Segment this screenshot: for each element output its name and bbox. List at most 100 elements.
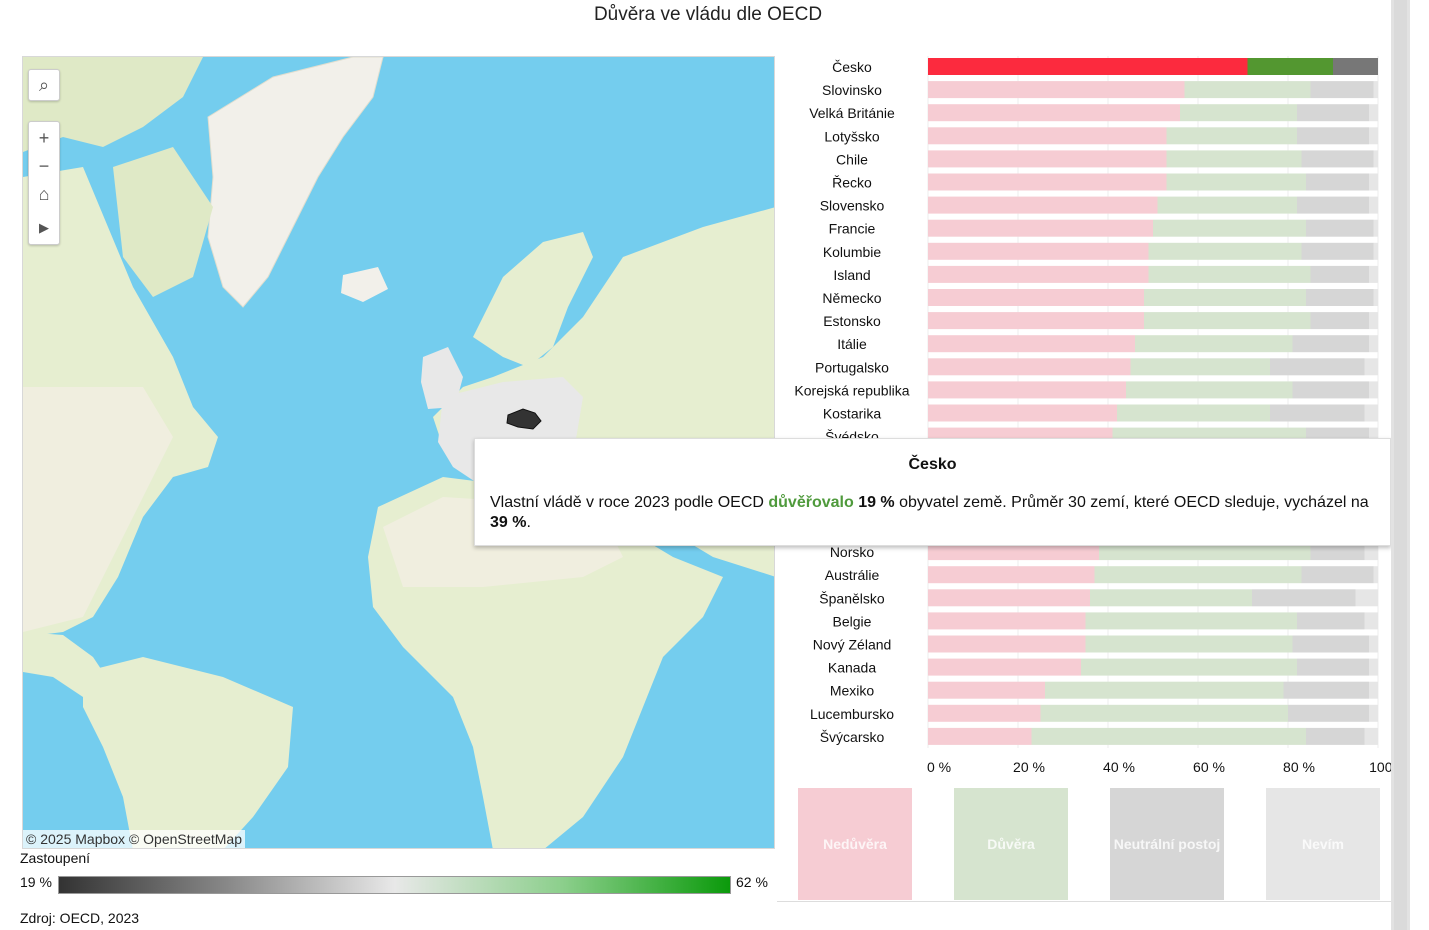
bar-segment[interactable] — [928, 681, 1045, 699]
bar-segment[interactable] — [1297, 127, 1369, 145]
bar-segment[interactable] — [928, 81, 1185, 99]
bar-segment[interactable] — [1369, 381, 1378, 399]
bar-segment[interactable] — [1292, 635, 1370, 653]
bar-segment[interactable] — [1301, 566, 1374, 584]
bar-segment[interactable] — [1288, 704, 1369, 722]
zoom-out-icon[interactable]: − — [38, 156, 50, 176]
bar-segment[interactable] — [1148, 242, 1302, 260]
bar-segment[interactable] — [1094, 566, 1302, 584]
bar-segment[interactable] — [1369, 265, 1378, 283]
play-icon[interactable]: ▶ — [39, 220, 49, 235]
bar-segment[interactable] — [928, 173, 1167, 191]
bar-segment[interactable] — [1085, 612, 1298, 630]
bar-segment[interactable] — [1373, 150, 1379, 168]
bar-segment[interactable] — [1306, 219, 1374, 237]
bar-segment[interactable] — [1135, 335, 1293, 353]
bar-segment[interactable] — [1144, 289, 1306, 306]
scrollbar[interactable] — [1391, 0, 1410, 930]
bar-segment[interactable] — [928, 635, 1086, 653]
home-icon[interactable]: ⌂ — [38, 184, 50, 204]
bar-segment[interactable] — [928, 196, 1158, 214]
bar-segment[interactable] — [1099, 543, 1311, 561]
bar-segment[interactable] — [1045, 681, 1284, 699]
bar-segment[interactable] — [1090, 589, 1252, 607]
bar-segment[interactable] — [1031, 727, 1307, 745]
bar-segment[interactable] — [1369, 635, 1378, 653]
bar-segment[interactable] — [1297, 196, 1369, 214]
bar-segment[interactable] — [928, 265, 1149, 283]
bar-segment[interactable] — [1126, 381, 1293, 399]
bar-segment[interactable] — [928, 127, 1167, 145]
bar-segment[interactable] — [1117, 404, 1270, 422]
bar-segment[interactable] — [1364, 612, 1379, 630]
bar-segment[interactable] — [928, 335, 1135, 353]
bar-segment[interactable] — [1130, 358, 1271, 376]
bar-segment[interactable] — [1301, 150, 1374, 168]
bar-segment[interactable] — [928, 312, 1144, 330]
bar-segment[interactable] — [1310, 81, 1374, 99]
bar-segment[interactable] — [1180, 104, 1297, 122]
bar-segment[interactable] — [1364, 404, 1379, 422]
bar-segment[interactable] — [1369, 427, 1378, 445]
bar-segment[interactable] — [928, 381, 1126, 399]
zoom-in-icon[interactable]: + — [38, 128, 50, 148]
bar-segment[interactable] — [928, 404, 1117, 422]
bar-segment[interactable] — [1369, 704, 1378, 722]
bar-segment[interactable] — [928, 543, 1099, 561]
bar-segment[interactable] — [1297, 104, 1369, 122]
bar-segment[interactable] — [928, 150, 1167, 168]
bar-segment[interactable] — [1292, 335, 1370, 353]
bar-segment[interactable] — [1270, 404, 1365, 422]
bar-segment[interactable] — [1373, 566, 1379, 584]
bar-segment[interactable] — [1369, 335, 1378, 353]
bar-segment[interactable] — [1283, 681, 1370, 699]
bar-segment[interactable] — [1310, 543, 1365, 561]
bar-segment[interactable] — [1297, 658, 1369, 676]
bar-segment[interactable] — [1369, 312, 1378, 330]
bar-segment[interactable] — [1364, 358, 1379, 376]
bar-segment[interactable] — [1364, 543, 1379, 561]
bar-segment[interactable] — [1166, 173, 1307, 191]
bar-segment[interactable] — [1166, 150, 1302, 168]
bar-segment[interactable] — [928, 704, 1041, 722]
bar-segment[interactable] — [1306, 289, 1374, 306]
bar-segment[interactable] — [1373, 219, 1379, 237]
bar-segment[interactable] — [1333, 58, 1378, 75]
bar-segment[interactable] — [1157, 196, 1298, 214]
bar-segment[interactable] — [1369, 173, 1378, 191]
bar-segment[interactable] — [1247, 58, 1334, 75]
bar-segment[interactable] — [1364, 727, 1379, 745]
bar-segment[interactable] — [928, 358, 1131, 376]
legend-item-neutralni[interactable]: Neutrální postoj — [1110, 788, 1224, 900]
bar-segment[interactable] — [1081, 658, 1297, 676]
bar-segment[interactable] — [1306, 727, 1365, 745]
bar-segment[interactable] — [1085, 635, 1293, 653]
legend-item-neduvera[interactable]: Nedůvěra — [798, 788, 912, 900]
bar-segment[interactable] — [928, 289, 1144, 306]
scrollbar-thumb[interactable] — [1394, 0, 1407, 930]
search-icon[interactable]: ⌕ — [38, 75, 50, 95]
bar-segment[interactable] — [1144, 312, 1311, 330]
bar-segment[interactable] — [1373, 81, 1379, 99]
bar-segment[interactable] — [928, 612, 1086, 630]
bar-segment[interactable] — [1252, 589, 1356, 607]
bar-segment[interactable] — [1373, 242, 1379, 260]
bar-segment[interactable] — [1310, 265, 1370, 283]
bar-segment[interactable] — [1306, 173, 1369, 191]
bar-segment[interactable] — [1184, 81, 1311, 99]
bar-segment[interactable] — [928, 589, 1090, 607]
bar-segment[interactable] — [1292, 381, 1370, 399]
bar-segment[interactable] — [1301, 242, 1374, 260]
bar-segment[interactable] — [1373, 289, 1379, 306]
bar-segment[interactable] — [928, 219, 1153, 237]
bar-segment[interactable] — [1369, 196, 1378, 214]
map-search-button[interactable]: ⌕ — [28, 69, 60, 101]
bar-segment[interactable] — [928, 58, 1248, 75]
bar-segment[interactable] — [1166, 127, 1298, 145]
bar-segment[interactable] — [1153, 219, 1306, 237]
bar-segment[interactable] — [1148, 265, 1311, 283]
bar-segment[interactable] — [1270, 358, 1365, 376]
bar-segment[interactable] — [928, 242, 1149, 260]
bar-segment[interactable] — [928, 658, 1081, 676]
bar-segment[interactable] — [928, 566, 1095, 584]
